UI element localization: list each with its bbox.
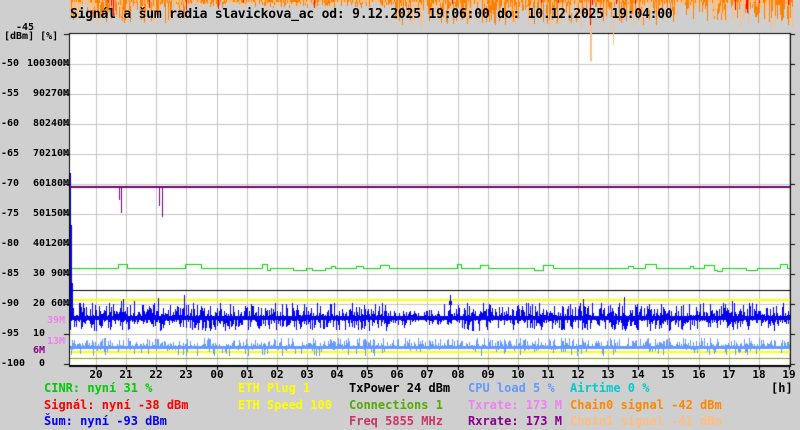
y-axis-rate-tick: 270M [45, 88, 70, 99]
legend-item-eth: ETH Speed 100 [238, 398, 332, 412]
y-axis-row-label: -65 70 210M [1, 149, 69, 159]
y-axis-row-label: -80 40 120M [1, 239, 69, 249]
y-axis-dbm-tick: -80 [1, 238, 20, 249]
x-axis-hour-label: 22 [149, 368, 163, 381]
legend-item-cpu: CPU load 5 % [468, 381, 555, 395]
legend-item-rxrate: Rxrate: 173 M [468, 414, 562, 428]
x-axis-hour-label: 08 [451, 368, 465, 381]
x-axis-unit-label: [h] [771, 381, 793, 395]
x-axis-hour-label: 13 [601, 368, 615, 381]
y-axis-dbm-tick: -50 [1, 58, 20, 69]
legend-item-chain0: Chain0 signal -42 dBm [570, 398, 722, 412]
legend-item-freq: Freq 5855 MHz [349, 414, 443, 428]
x-axis-hour-label: 12 [571, 368, 585, 381]
y-axis-dbm-tick: -75 [1, 208, 20, 219]
legend-item-šum: Šum: nyní -93 dBm [44, 414, 167, 428]
y-axis-pct-tick: 40 [32, 238, 45, 249]
x-axis-hour-label: 02 [270, 368, 284, 381]
x-axis-hour-label: 05 [360, 368, 374, 381]
x-axis-hour-label: 03 [300, 368, 314, 381]
y-axis-row-label: -75 50 150M [1, 209, 69, 219]
y-axis-pct-tick: 20 [32, 298, 45, 309]
y-axis-pct-tick: 70 [32, 148, 45, 159]
y-axis-rate-tick: 120M [45, 238, 70, 249]
y-axis-pct-tick: 0 [38, 358, 45, 369]
y-axis-pct-tick: 30 [32, 268, 45, 279]
y-axis-dbm-tick: -100 [1, 358, 26, 369]
x-axis-hour-label: 18 [752, 368, 766, 381]
y-axis-rate-tick: 210M [45, 148, 70, 159]
x-axis-hour-label: 07 [420, 368, 434, 381]
y-axis-dbm-tick: -90 [1, 298, 20, 309]
x-axis-hour-label: 15 [661, 368, 675, 381]
y-axis-row-label: -60 80 240M [1, 119, 69, 129]
y-axis-dbm-tick: -60 [1, 118, 20, 129]
y-axis-rate-tick: 150M [45, 208, 70, 219]
x-axis-hour-label: 23 [179, 368, 193, 381]
axis-extra-rate-label: 6M [33, 345, 46, 356]
y-axis-row-label: -70 60 180M [1, 179, 69, 189]
x-axis-hour-label: 16 [692, 368, 706, 381]
y-axis-rate-tick: 90M [50, 268, 69, 279]
y-axis-row-label: -55 90 270M [1, 89, 69, 99]
chart-title: Signál a šum radia slavickova_ac od: 9.1… [70, 7, 673, 22]
x-axis-hour-label: 09 [481, 368, 495, 381]
y-axis-dbm-tick: -70 [1, 178, 20, 189]
y-axis-unit-label: [dBm] [%] [4, 31, 59, 42]
y-axis-pct-tick: 10 [32, 328, 45, 339]
y-axis-row-label: -85 30 90M [1, 269, 69, 279]
x-axis-hour-label: 10 [511, 368, 525, 381]
y-axis-rate-tick: 60M [50, 298, 69, 309]
legend-item-airtime: Airtime 0 % [570, 381, 650, 395]
x-axis-hour-label: 21 [119, 368, 133, 381]
y-axis-dbm-tick: -85 [1, 268, 20, 279]
legend-item-connections: Connections 1 [349, 398, 443, 412]
x-axis-hour-label: 17 [722, 368, 736, 381]
x-axis-hour-label: 00 [210, 368, 224, 381]
x-axis-hour-label: 11 [541, 368, 555, 381]
y-axis-dbm-tick: -65 [1, 148, 20, 159]
legend-item-chain1: Chain1 signal -41 dBm [570, 414, 722, 428]
y-axis-pct-tick: 80 [32, 118, 45, 129]
y-axis-row-label: -90 20 60M [1, 299, 69, 309]
y-axis-rate-tick: 240M [45, 118, 70, 129]
x-axis-hour-label: 20 [89, 368, 103, 381]
y-axis-dbm-tick: -55 [1, 88, 20, 99]
axis-extra-rate-label: 39M [47, 315, 66, 326]
y-axis-row-label: -50 100 300M [1, 59, 69, 69]
y-axis-row-label: -95 10 [1, 329, 69, 339]
legend-item-signál: Signál: nyní -38 dBm [44, 398, 189, 412]
y-axis-pct-tick: 100 [26, 58, 45, 69]
y-axis-pct-tick: 50 [32, 208, 45, 219]
y-axis-rate-tick: 180M [45, 178, 70, 189]
legend-item-cinr: CINR: nyní 31 % [44, 381, 153, 395]
legend-item-txrate: Txrate: 173 M [468, 398, 562, 412]
x-axis-hour-label: 04 [330, 368, 344, 381]
y-axis-row-label: -100 0 [1, 359, 69, 369]
y-axis-rate-tick: 300M [45, 58, 70, 69]
legend-item-txpower: TxPower 24 dBm [349, 381, 451, 395]
legend-item-eth: ETH Plug 1 [238, 381, 311, 395]
y-axis-pct-tick: 60 [32, 178, 45, 189]
y-axis-dbm-tick: -95 [1, 328, 20, 339]
x-axis-hour-label: 14 [631, 368, 645, 381]
y-axis-rate-tick [45, 359, 69, 369]
x-axis-hour-label: 01 [240, 368, 254, 381]
y-axis-top-label: -45 [16, 22, 35, 33]
y-axis-pct-tick: 90 [32, 88, 45, 99]
axis-extra-rate-label: 13M [47, 336, 66, 347]
x-axis-hour-label: 06 [390, 368, 404, 381]
x-axis-hour-label: 19 [782, 368, 796, 381]
